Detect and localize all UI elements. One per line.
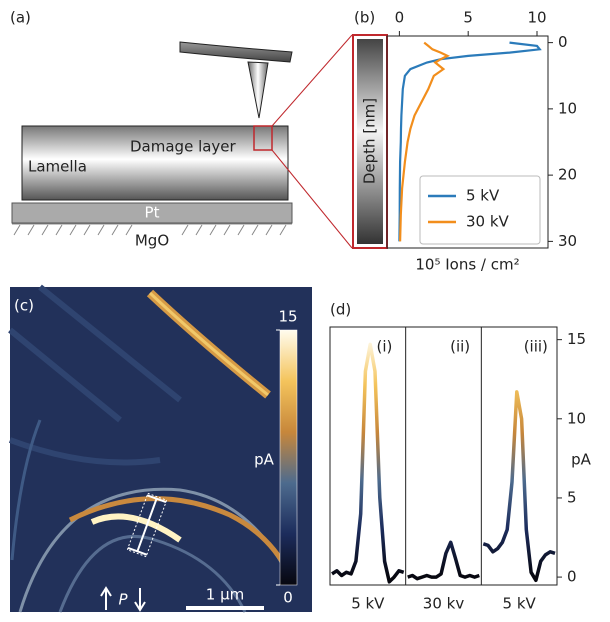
zoom-line [271,34,353,127]
scale-bar-label: 1 µm [206,586,244,604]
afm-image [8,284,312,613]
lamella-label: Lamella [28,158,87,176]
data-line [398,41,542,242]
profile-line [331,342,405,584]
polarization-label: P [118,591,128,609]
x-category-label: 30 kv [423,595,465,613]
x-axis-label: 10⁵ Ions / cm² [415,256,519,274]
depth-bar [357,39,383,244]
substrate-hatch [12,223,292,236]
legend-box [419,175,541,245]
colorbar-tick-label: 0 [283,589,293,607]
tip [247,61,269,119]
subpanel-label: (i) [377,338,393,356]
x-tick-label: 5 [463,9,473,27]
x-category-label: 5 kV [351,595,385,613]
y-axis-label: Depth [nm] [361,98,379,184]
cantilever [179,41,293,63]
y-tick-label: 30 [558,232,577,250]
panel-label: (c) [14,297,34,315]
y-tick-label: 20 [558,166,577,184]
x-tick-label: 0 [395,9,405,27]
subpanel-label: (ii) [450,338,470,356]
y-tick-label: 0 [558,33,568,51]
legend-label: 30 kV [466,213,510,231]
y-tick-label: 10 [558,99,577,117]
panel-label: (d) [330,301,351,319]
pt-layer [11,202,293,224]
plot-frame [329,326,558,586]
x-category-label: 5 kV [503,595,537,613]
zoom-line [271,149,353,249]
y-tick-label: 0 [567,568,577,586]
y-tick-label: 15 [567,330,586,348]
plot-frame [386,35,549,249]
profile-line [482,390,556,583]
data-line [399,41,451,242]
pt-label: Pt [145,204,160,222]
damage-box [253,125,273,151]
panel-label: (b) [354,9,375,27]
colorbar [279,329,298,586]
y-tick-label: 5 [567,488,577,506]
y-axis-label: pA [571,451,592,469]
x-tick-label: 10 [527,9,546,27]
colorbar-tick-label: 15 [278,308,297,326]
panel-label: (a) [10,9,31,27]
lamella [21,125,289,201]
profile-line [407,540,480,581]
colorbar-label: pA [254,451,275,469]
mgo-label: MgO [135,232,169,250]
damage-label: Damage layer [130,138,237,156]
legend-label: 5 kV [466,187,500,205]
y-tick-label: 10 [567,409,586,427]
subpanel-label: (iii) [524,338,548,356]
